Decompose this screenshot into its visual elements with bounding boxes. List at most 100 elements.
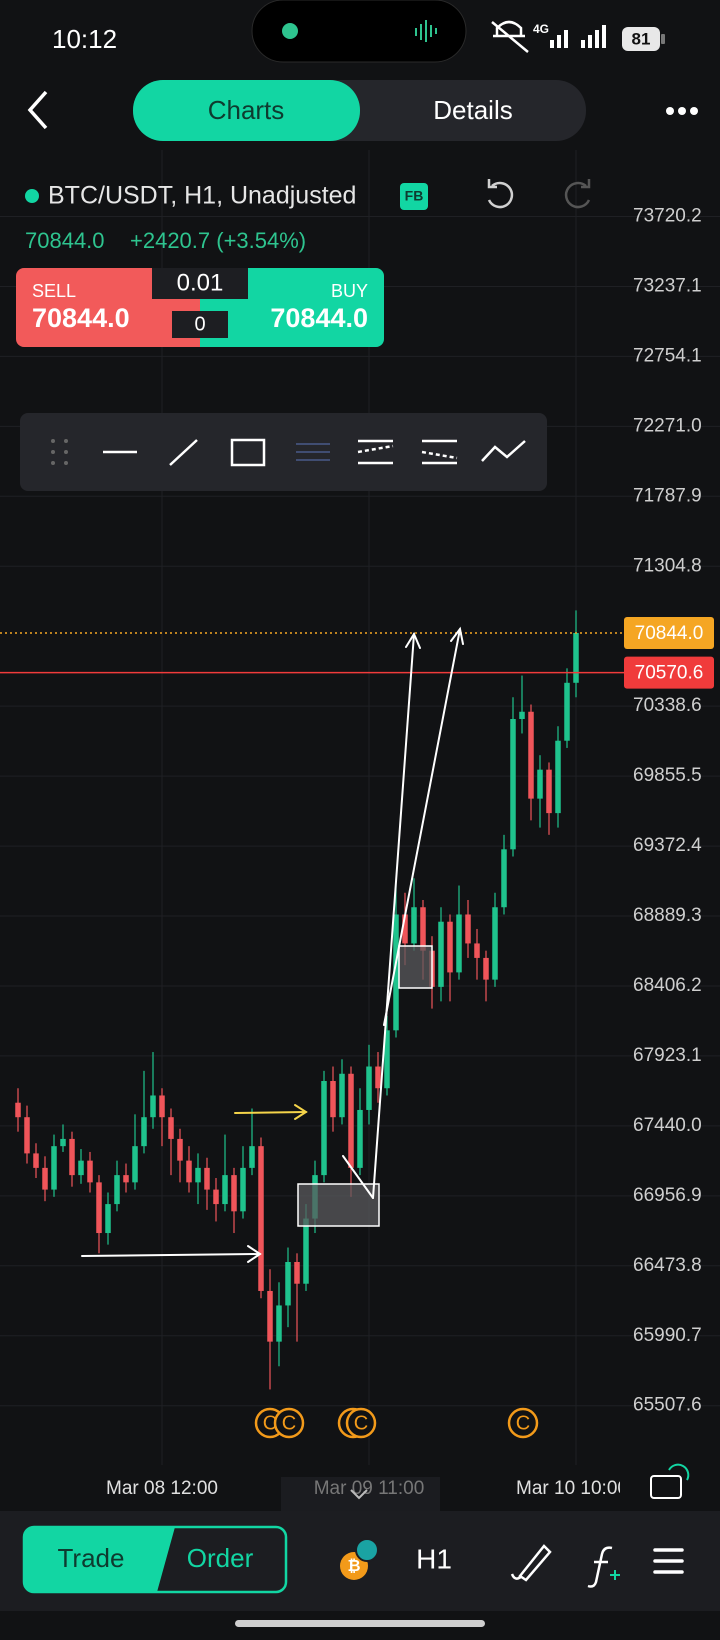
quantity[interactable]: 0.01 [177,269,224,296]
candle-body [546,769,552,814]
y-tick-label: 66956.9 [633,1185,702,1206]
more-menu[interactable] [666,107,698,115]
order-label[interactable]: Order [187,1543,254,1573]
y-tick-label: 68889.3 [633,905,702,926]
candle-body [465,914,471,944]
quantity-box[interactable] [152,268,248,299]
tool-rect[interactable] [230,438,266,467]
tab-label[interactable]: Details [433,95,512,125]
tool-channel2[interactable] [421,439,458,465]
zone-box [398,945,433,989]
candle-body [258,1146,264,1291]
y-tick-label: 71787.9 [633,485,702,506]
y-tick-label: 67440.0 [633,1115,702,1136]
zone-box [297,1183,380,1227]
candle-body [573,632,579,683]
tool-polyline[interactable] [481,440,526,462]
event-marker-label: C [516,1412,530,1434]
y-tick-label: 66473.8 [633,1255,702,1276]
candle-body [78,1160,84,1176]
indicator-button[interactable] [587,1546,613,1588]
candle-body [231,1175,237,1212]
x-tick-label: Mar 09 11:00 [314,1478,425,1499]
candle-body [150,1095,156,1118]
candle-body [24,1117,30,1154]
event-marker-label: C [282,1412,296,1434]
x-axis-labels: Mar 08 12:00 Mar 09 11:00 Mar 10 10:00 [106,1478,628,1499]
candle-body [240,1167,246,1212]
network-type: 4G [533,22,549,36]
back-button[interactable] [27,90,48,130]
toolbar-bg [20,413,547,491]
y-tick-label: 71304.8 [633,555,702,576]
candle-body [267,1290,273,1342]
candle-body [564,682,570,741]
arrow-head [405,631,421,649]
collapse-chevron [350,1489,368,1500]
candle-body [276,1305,282,1342]
candle-body [330,1080,336,1118]
candle-body [555,740,561,814]
x-tick-label: Mar 10 10:00 [516,1478,628,1499]
candle-body [321,1080,327,1176]
arrow-line [372,633,415,1199]
redo-button[interactable] [564,179,591,209]
clock: 10:12 [52,24,117,54]
interval[interactable]: H1 [416,1543,452,1574]
candle-body [60,1138,66,1147]
tool-fib[interactable] [296,443,330,461]
candle-body [123,1175,129,1183]
sell-price: 70844.0 [32,303,130,333]
tab-active[interactable] [133,80,360,141]
sell-label: SELL [32,281,76,301]
island-icon [282,23,298,39]
candle-body [42,1167,48,1190]
symbol-name[interactable]: BTC/USDT, H1, Unadjusted [48,182,356,210]
candle-body [168,1117,174,1139]
indicator-plus [610,1570,620,1580]
tab-label[interactable]: Charts [208,95,285,125]
trade-tab[interactable] [24,1527,175,1592]
menu-button[interactable] [653,1548,684,1574]
battery [622,27,660,51]
candle-body [393,914,399,1031]
event-marker [345,1407,377,1439]
candle-body [519,711,525,719]
y-tick-label: 67923.1 [633,1045,702,1066]
tool-channel[interactable] [357,439,394,465]
arrow-line [342,1155,374,1199]
candle-body [177,1138,183,1161]
candle-body [186,1160,192,1183]
candle-body [456,914,462,973]
candle-body [96,1182,102,1234]
candle-body [501,849,507,908]
event-marker-label: C [263,1412,277,1434]
candle-body [366,1066,372,1110]
y-tick-label: 69855.5 [633,765,702,786]
coin-glyph: ₿ [347,1557,360,1575]
mute-icon [491,20,529,53]
drawings [81,626,464,1263]
candle-body [114,1175,120,1205]
tool-trendline[interactable] [169,439,198,466]
event-marker [507,1407,539,1439]
trade-label[interactable]: Trade [58,1543,125,1573]
candle-body [537,769,543,799]
badge-label: FB [405,188,424,204]
candle-body [420,907,426,951]
draw-button[interactable] [510,1544,552,1582]
undo-button[interactable] [487,179,514,209]
price-tag-label: 70844.0 [635,623,704,644]
buy-label: BUY [331,281,368,301]
screenshot-button[interactable] [650,1463,690,1499]
candle-body [33,1153,39,1168]
event-marker [273,1407,305,1439]
candle-body [15,1102,21,1118]
candle-body [447,921,453,973]
status-dot [25,189,39,203]
battery-tip [661,34,665,44]
island-bars [415,20,437,42]
y-tick-label: 70338.6 [633,695,702,716]
